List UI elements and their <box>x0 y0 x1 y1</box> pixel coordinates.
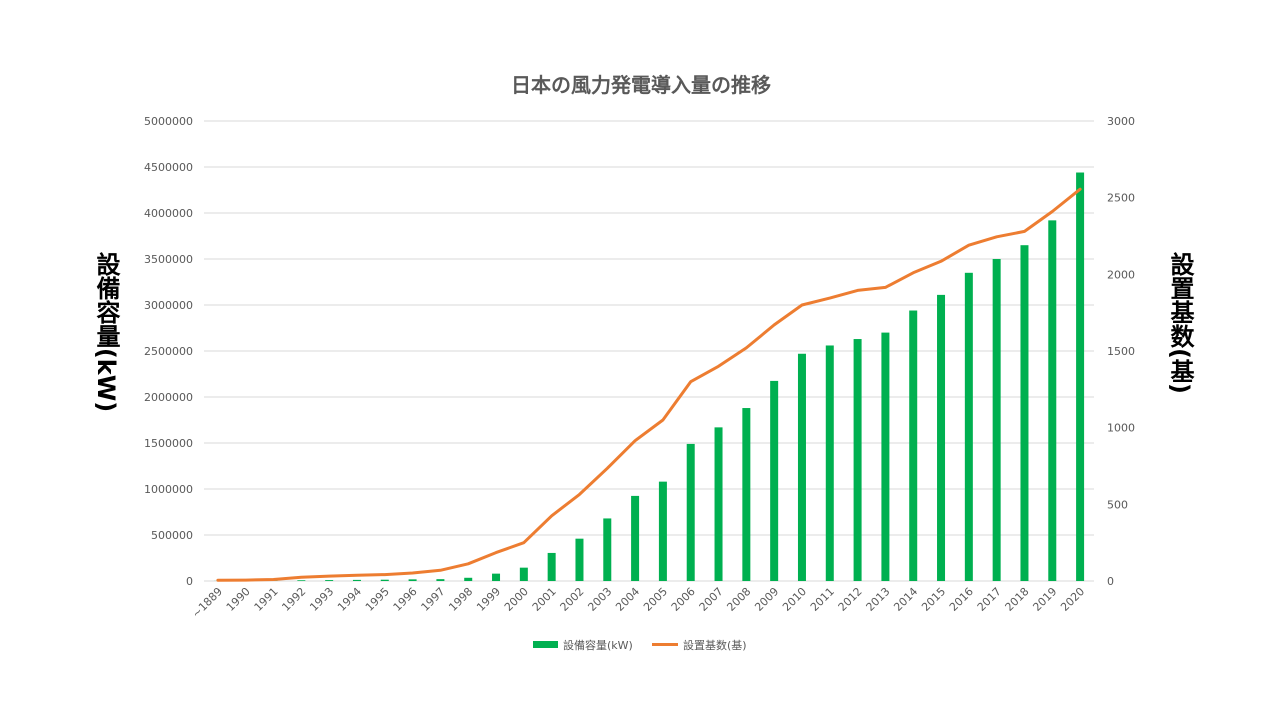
y-axis-title: 設備容量(kW) <box>92 251 120 412</box>
bar <box>325 580 334 581</box>
y-tick-label: 2000000 <box>144 391 193 404</box>
x-tick-label: 2009 <box>752 585 781 614</box>
bar <box>1048 220 1057 582</box>
bar <box>352 579 361 581</box>
x-tick-label: 2008 <box>724 585 753 614</box>
y2-tick-label: 2500 <box>1107 192 1135 205</box>
bar <box>909 310 918 581</box>
bar <box>686 443 695 581</box>
x-tick-label: 1993 <box>307 585 336 614</box>
bar <box>714 427 723 581</box>
bar <box>1020 245 1029 581</box>
bar <box>408 579 417 581</box>
x-tick-label: 2010 <box>780 585 809 614</box>
x-tick-label: 2019 <box>1030 585 1059 614</box>
bar <box>964 272 973 581</box>
x-tick-label: 2020 <box>1058 585 1087 614</box>
y-tick-label: 1500000 <box>144 437 193 450</box>
bar <box>297 580 306 581</box>
x-tick-label: 2006 <box>669 585 698 614</box>
bar <box>1076 172 1085 581</box>
legend-swatch-bar <box>533 641 558 648</box>
series-line <box>216 187 1082 582</box>
y2-tick-label: 2000 <box>1107 268 1135 281</box>
y2-tick-label: 1000 <box>1107 422 1135 435</box>
x-tick-label: 2005 <box>641 585 670 614</box>
y2-tick-label: 500 <box>1107 498 1128 511</box>
x-tick-label: 1990 <box>224 585 253 614</box>
x-tick-label: 2012 <box>836 585 865 614</box>
bar <box>547 552 556 581</box>
x-tick-label: 2018 <box>1003 585 1032 614</box>
legend-label-line: 設置基数(基) <box>683 638 747 652</box>
bar <box>770 380 779 581</box>
bar <box>436 579 445 581</box>
x-tick-label: 1996 <box>391 585 420 614</box>
x-tick-label: 2016 <box>947 585 976 614</box>
y-tick-label: 500000 <box>151 529 193 542</box>
bar <box>742 408 751 581</box>
gridlines <box>204 120 1094 582</box>
y-tick-label: 3000000 <box>144 299 193 312</box>
chart-title: 日本の風力発電導入量の推移 <box>511 73 771 97</box>
x-tick-label: 2013 <box>864 585 893 614</box>
x-tick-label: 1995 <box>363 585 392 614</box>
y-tick-label: 3500000 <box>144 253 193 266</box>
y-tick-label: 2500000 <box>144 345 193 358</box>
x-tick-label: 2000 <box>502 585 531 614</box>
x-tick-label: 2007 <box>697 585 726 614</box>
x-tick-label: 1997 <box>419 585 448 614</box>
y-tick-label: 1000000 <box>144 483 193 496</box>
line-series <box>216 187 1082 582</box>
bar <box>853 339 862 581</box>
x-tick-label: 2003 <box>585 585 614 614</box>
bar <box>825 345 834 581</box>
bar <box>603 518 612 581</box>
x-tick-label: 2002 <box>558 585 587 614</box>
y-axis-left: 0 500000 1000000 1500000 2000000 2500000 30000… <box>144 115 193 588</box>
y-tick-label: 4500000 <box>144 161 193 174</box>
y-tick-label: 0 <box>186 575 193 588</box>
bar <box>631 495 640 581</box>
x-tick-label: 2015 <box>919 585 948 614</box>
x-tick-label: 2001 <box>530 585 559 614</box>
bar <box>380 579 389 581</box>
x-tick-label: 2017 <box>975 585 1004 614</box>
x-tick-label: 1998 <box>446 585 475 614</box>
bar <box>937 294 946 581</box>
y2-axis-title: 設置基数(基) <box>1166 251 1194 394</box>
x-tick-label: 1992 <box>279 585 308 614</box>
y2-tick-label: 3000 <box>1107 115 1135 128</box>
bar <box>797 353 806 581</box>
bar <box>658 481 667 581</box>
y-tick-label: 4000000 <box>144 207 193 220</box>
x-tick-label: ~1889 <box>190 585 226 621</box>
x-tick-label: 1999 <box>474 585 503 614</box>
bar-series <box>213 172 1085 582</box>
x-tick-label: 1994 <box>335 585 364 614</box>
x-axis: ~188919901991199219931994199519961997199… <box>190 585 1088 621</box>
y-tick-label: 5000000 <box>144 115 193 128</box>
bar <box>464 577 473 581</box>
bar <box>992 259 1001 581</box>
x-tick-label: 2004 <box>613 585 642 614</box>
y2-tick-label: 1500 <box>1107 345 1135 358</box>
y2-tick-label: 0 <box>1107 575 1114 588</box>
x-tick-label: 2014 <box>891 585 920 614</box>
x-tick-label: 1991 <box>252 585 281 614</box>
bar <box>519 567 528 581</box>
bar <box>575 538 584 581</box>
bar <box>881 332 890 581</box>
legend-label-bar: 設備容量(kW) <box>563 638 633 652</box>
y-axis-right: 0 500 1000 1500 2000 2500 3000 <box>1107 115 1135 588</box>
legend: 設備容量(kW) 設置基数(基) <box>533 638 747 652</box>
x-tick-label: 2011 <box>808 585 837 614</box>
bar <box>492 573 501 581</box>
